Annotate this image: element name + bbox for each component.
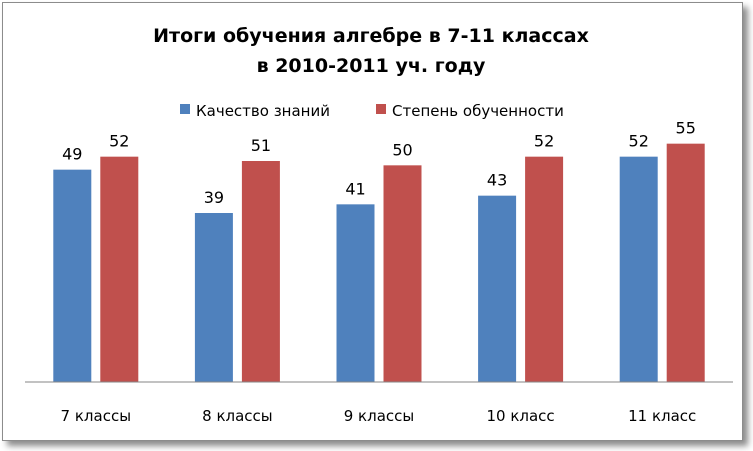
chart-title-line-2: в 2010-2011 уч. году [257,55,486,77]
chart-title: Итоги обучения алгебре в 7-11 классах в … [153,25,589,77]
bars: 49 52 39 51 41 50 43 52 52 55 [53,119,705,382]
x-tick-label-3: 9 классы [344,407,415,425]
bar-2-5 [666,143,705,382]
x-tick-label-1: 7 классы [61,407,132,425]
data-label-1-2: 39 [204,188,224,207]
data-label-2-3: 50 [392,140,412,159]
data-label-2-2: 51 [251,136,271,155]
data-label-1-5: 52 [629,132,649,151]
legend: Качество знаний Степень обученности [180,102,564,120]
x-axis-ticks: 7 классы 8 классы 9 классы 10 класс 11 класс [61,407,697,425]
bar-2-2 [241,161,280,382]
data-label-2-4: 52 [534,132,554,151]
x-tick-label-2: 8 классы [202,407,273,425]
x-tick-label-5: 11 класс [628,407,696,425]
data-label-2-5: 55 [676,119,696,138]
data-label-2-1: 52 [109,132,129,151]
chart-title-line-1: Итоги обучения алгебре в 7-11 классах [153,25,589,47]
legend-label-1: Качество знаний [196,102,330,120]
bar-1-2 [194,213,233,382]
data-label-1-3: 41 [345,179,365,198]
bar-1-4 [478,195,517,382]
bar-2-1 [100,156,139,382]
bar-1-3 [336,204,375,382]
data-label-1-4: 43 [487,171,507,190]
legend-label-2: Степень обученности [392,102,564,120]
legend-swatch-1 [180,104,190,114]
bar-2-3 [383,165,422,382]
bar-2-4 [525,156,564,382]
bar-1-1 [53,169,92,382]
data-label-1-1: 49 [62,145,82,164]
legend-swatch-2 [376,104,386,114]
bar-1-5 [619,156,658,382]
x-tick-label-4: 10 класс [486,407,554,425]
